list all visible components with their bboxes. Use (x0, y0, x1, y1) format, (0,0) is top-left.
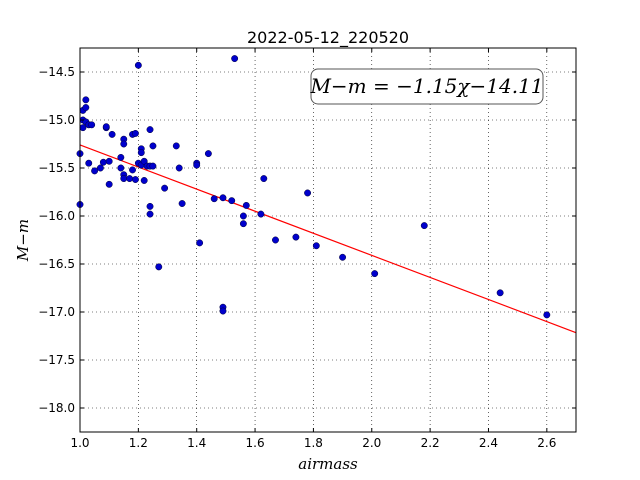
data-point (102, 123, 110, 131)
data-point (196, 239, 204, 247)
fit-line (79, 144, 577, 334)
data-point (146, 210, 154, 218)
data-point (161, 184, 169, 192)
data-point (371, 270, 379, 278)
y-tick-label: −18.0 (38, 401, 75, 415)
data-point (131, 176, 139, 183)
data-point (85, 159, 93, 167)
x-tick-label: 2.0 (362, 436, 381, 450)
data-point (91, 167, 99, 175)
data-point (239, 220, 247, 228)
data-point (108, 130, 116, 138)
data-point (149, 162, 157, 170)
data-point (260, 175, 268, 183)
annotation-box (310, 68, 544, 105)
y-tick-label: −17.0 (38, 305, 75, 319)
data-point (149, 142, 157, 150)
y-tick-label: −15.5 (38, 161, 75, 175)
data-point (257, 210, 265, 218)
data-point (496, 289, 504, 297)
x-tick-label: 1.4 (187, 436, 206, 450)
data-point (312, 242, 320, 250)
data-point (155, 263, 163, 271)
data-points (76, 55, 551, 319)
plot-frame (79, 47, 577, 433)
data-point (82, 104, 90, 111)
data-point (228, 197, 236, 205)
fit-annotation: M−m = −1.15χ−14.11 (309, 68, 544, 105)
data-point (231, 55, 239, 63)
y-tick-label: −16.0 (38, 209, 75, 223)
data-point (210, 195, 218, 203)
x-tick-label: 1.8 (304, 436, 323, 450)
data-point (339, 253, 347, 261)
data-point (137, 149, 145, 157)
data-point (304, 189, 312, 197)
axis-ticks: 1.0 1.2 1.4 1.6 1.8 2.0 2.2 2.4 2.6 −14.5 −15.0 −15… (38, 48, 576, 450)
data-point (117, 164, 125, 172)
fit-equation-label: M−m = −1.15χ−14.11 (309, 74, 543, 98)
data-point (129, 166, 136, 174)
data-point (146, 202, 154, 210)
y-tick-label: −14.5 (38, 65, 75, 79)
y-axis-label: M−m (14, 219, 32, 262)
data-point (204, 150, 212, 158)
data-point (105, 180, 113, 188)
data-point (146, 126, 154, 134)
data-point (120, 175, 128, 183)
data-point (120, 140, 128, 148)
data-point (117, 153, 125, 161)
y-tick-label: −16.5 (38, 257, 75, 271)
y-tick-label: −17.5 (38, 353, 75, 367)
data-point (193, 161, 201, 169)
data-point (175, 164, 183, 172)
data-point (420, 222, 428, 230)
fit-line-group (79, 144, 577, 334)
x-axis-label: airmass (298, 455, 358, 473)
chart-title: 2022-05-12_220520 (247, 28, 409, 48)
data-point (219, 194, 227, 202)
data-point (272, 236, 279, 244)
data-point (134, 61, 142, 69)
x-tick-label: 1.6 (246, 436, 265, 450)
y-tick-label: −15.0 (38, 113, 75, 127)
data-point (219, 307, 227, 315)
x-tick-label: 2.6 (537, 436, 556, 450)
x-tick-label: 2.2 (421, 436, 440, 450)
grid (79, 48, 576, 432)
data-point (242, 201, 250, 209)
data-point (543, 311, 551, 319)
data-point (140, 177, 148, 184)
x-tick-label: 1.0 (70, 436, 89, 450)
x-tick-label: 2.4 (479, 436, 498, 450)
data-point (178, 200, 186, 207)
data-point (88, 121, 96, 129)
data-point (105, 157, 113, 165)
data-point (126, 175, 134, 183)
data-point (172, 142, 180, 150)
data-point (239, 212, 247, 220)
data-point (79, 124, 87, 132)
x-tick-label: 1.2 (129, 436, 148, 450)
data-point (82, 96, 90, 104)
data-point (96, 164, 104, 172)
data-point (292, 233, 300, 241)
data-point (131, 129, 139, 137)
data-point (99, 158, 107, 166)
